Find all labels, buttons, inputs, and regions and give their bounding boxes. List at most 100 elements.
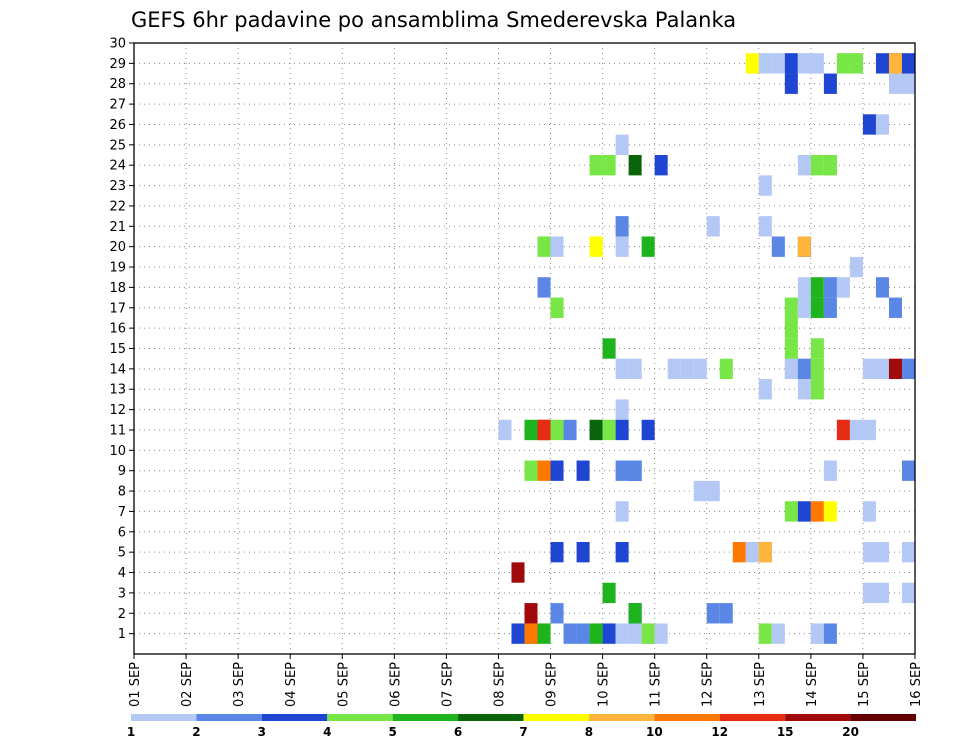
heatmap-cell: [810, 501, 824, 522]
colorbar-label: 1: [127, 725, 135, 739]
x-tick-label: 02 SEP: [180, 662, 195, 707]
x-tick-label: 15 SEP: [857, 662, 872, 707]
y-tick-label: 20: [109, 240, 126, 255]
heatmap-cell: [797, 236, 811, 257]
heatmap-cell: [888, 297, 902, 318]
colorbar-swatch: [850, 714, 916, 721]
heatmap-cell: [615, 460, 629, 481]
heatmap-cell: [615, 134, 629, 156]
colorbar-swatch: [327, 714, 393, 721]
heatmap-cell: [693, 480, 707, 502]
heatmap-cell: [849, 53, 863, 74]
heatmap-cell: [875, 277, 889, 298]
heatmap-cell: [732, 541, 746, 563]
heatmap-cell: [862, 582, 876, 604]
heatmap-cell: [745, 53, 759, 74]
heatmap-cell: [797, 501, 811, 522]
heatmap-cell: [810, 297, 824, 318]
heatmap-cell: [875, 582, 889, 604]
y-tick-label: 6: [118, 525, 126, 540]
heatmap-cell: [524, 623, 538, 644]
heatmap-cell: [602, 419, 616, 441]
colorbar-swatch: [523, 714, 589, 721]
x-tick-label: 08 SEP: [492, 662, 507, 707]
heatmap-cell: [537, 460, 551, 481]
heatmap-cell: [797, 297, 811, 318]
heatmap-cell: [524, 460, 538, 481]
heatmap-cell: [862, 114, 876, 135]
y-tick-label: 26: [109, 118, 126, 133]
heatmap-cell: [615, 399, 629, 420]
heatmap-cell: [628, 623, 642, 644]
heatmap-cell: [836, 277, 850, 298]
heatmap-cell: [823, 623, 837, 644]
heatmap-cell: [693, 358, 707, 380]
heatmap-cell: [810, 155, 824, 176]
heatmap-cell: [901, 73, 915, 94]
heatmap-cell: [615, 623, 629, 644]
heatmap-cell: [589, 419, 603, 441]
heatmap-cell: [550, 541, 564, 563]
heatmap-cell: [615, 236, 629, 257]
heatmap-cell: [719, 603, 733, 624]
y-tick-label: 11: [109, 423, 126, 438]
heatmap-cell: [862, 541, 876, 563]
heatmap-cell: [784, 501, 798, 522]
x-tick-label: 01 SEP: [128, 662, 143, 707]
heatmap-cell: [602, 338, 616, 359]
y-tick-label: 14: [109, 362, 126, 377]
heatmap-cell: [901, 53, 915, 74]
heatmap-cell: [602, 623, 616, 644]
heatmap-cell: [784, 297, 798, 318]
heatmap-cell: [901, 582, 915, 604]
chart-title: GEFS 6hr padavine po ansamblima Smederev…: [131, 8, 736, 32]
colorbar-swatch: [654, 714, 720, 721]
heatmap-cell: [758, 216, 772, 237]
heatmap-cell: [784, 317, 798, 339]
heatmap-cell: [537, 623, 551, 644]
colorbar-label: 3: [258, 725, 266, 739]
y-tick-label: 9: [118, 464, 126, 479]
heatmap-cell: [537, 419, 551, 441]
heatmap-cell: [550, 297, 564, 318]
y-tick-label: 10: [109, 444, 126, 459]
colorbar-label: 15: [777, 725, 794, 739]
y-tick-label: 18: [109, 281, 126, 296]
y-tick-label: 12: [109, 403, 126, 418]
heatmap-cell: [901, 460, 915, 481]
colorbar-swatch: [131, 714, 197, 721]
heatmap-cell: [511, 623, 525, 644]
colorbar-swatch: [719, 714, 786, 721]
heatmap-cell: [823, 501, 837, 522]
x-tick-label: 06 SEP: [388, 662, 403, 707]
heatmap-cell: [784, 73, 798, 94]
heatmap-cell: [823, 297, 837, 318]
y-tick-label: 24: [109, 159, 126, 174]
heatmap-cell: [810, 379, 824, 400]
heatmap-cell: [615, 541, 629, 563]
heatmap-cell: [901, 358, 915, 380]
colorbar-label: 20: [842, 725, 859, 739]
y-tick-label: 13: [109, 383, 126, 398]
y-tick-label: 23: [109, 179, 126, 194]
colorbar-label: 12: [711, 725, 728, 739]
colorbar-swatch: [458, 714, 524, 721]
heatmap-cell: [875, 358, 889, 380]
heatmap-cell: [745, 541, 759, 563]
heatmap-cell: [589, 623, 603, 644]
colorbar-swatch: [261, 714, 328, 721]
x-axis: 01 SEP 02 SEP 03 SEP 04 SEP 05 SEP 06 SEP 07 S…: [128, 654, 924, 707]
heatmap-cell: [537, 236, 551, 257]
heatmap-cell: [628, 460, 642, 481]
colorbar-swatch: [588, 714, 655, 721]
heatmap-cell: [563, 419, 577, 441]
heatmap-cell: [771, 623, 785, 644]
heatmap-cell: [797, 379, 811, 400]
heatmap-cell: [888, 358, 902, 380]
heatmap-cell: [836, 53, 850, 74]
heatmap-cell: [823, 73, 837, 94]
heatmap-cell: [706, 603, 720, 624]
heatmap-cell: [797, 53, 811, 74]
y-tick-label: 16: [109, 322, 126, 337]
